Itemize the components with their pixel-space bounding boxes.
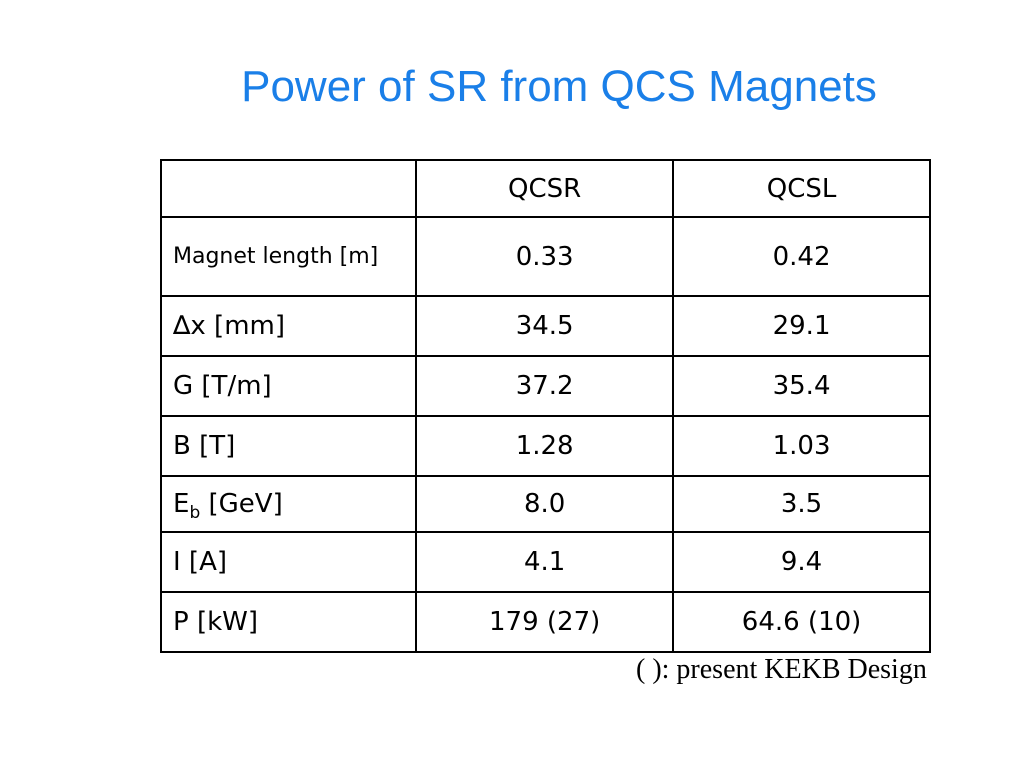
cell-qcsr: 1.28 — [415, 415, 675, 477]
row-label-beam-energy: Eb [GeV] — [159, 475, 418, 533]
table-row: Magnet length [m] 0.33 0.42 — [159, 216, 931, 297]
qcs-power-table: QCSR QCSL Magnet length [m] 0.33 0.42 ∆x… — [159, 159, 931, 653]
cell-qcsr: 179 (27) — [415, 591, 675, 653]
row-label-current: I [A] — [159, 531, 418, 593]
row-label-delta-x: ∆x [mm] — [159, 295, 418, 357]
row-label-magnet-length: Magnet length [m] — [159, 216, 418, 297]
label-subscript: b — [189, 503, 201, 523]
table-row: I [A] 4.1 9.4 — [159, 531, 931, 593]
cell-qcsl: 29.1 — [672, 295, 931, 357]
table-row: G [T/m] 37.2 35.4 — [159, 355, 931, 417]
row-label-gradient: G [T/m] — [159, 355, 418, 417]
table-row: P [kW] 179 (27) 64.6 (10) — [159, 591, 931, 653]
cell-qcsr: 37.2 — [415, 355, 675, 417]
header-qcsl: QCSL — [672, 159, 931, 218]
cell-qcsr: 0.33 — [415, 216, 675, 297]
table-row: B [T] 1.28 1.03 — [159, 415, 931, 477]
table-row: Eb [GeV] 8.0 3.5 — [159, 475, 931, 533]
cell-qcsl: 3.5 — [672, 475, 931, 533]
label-main: E — [173, 489, 190, 519]
slide-title: Power of SR from QCS Magnets — [241, 62, 877, 111]
table-row: ∆x [mm] 34.5 29.1 — [159, 295, 931, 357]
cell-qcsl: 1.03 — [672, 415, 931, 477]
header-qcsr: QCSR — [415, 159, 675, 218]
cell-qcsr: 34.5 — [415, 295, 675, 357]
row-label-field: B [T] — [159, 415, 418, 477]
table-header-row: QCSR QCSL — [159, 159, 931, 218]
cell-qcsl: 64.6 (10) — [672, 591, 931, 653]
cell-qcsl: 35.4 — [672, 355, 931, 417]
footnote: ( ): present KEKB Design — [636, 654, 927, 685]
cell-qcsr: 4.1 — [415, 531, 675, 593]
row-label-power: P [kW] — [159, 591, 418, 653]
cell-qcsl: 0.42 — [672, 216, 931, 297]
cell-qcsl: 9.4 — [672, 531, 931, 593]
cell-qcsr: 8.0 — [415, 475, 675, 533]
header-empty-cell — [159, 159, 418, 218]
label-unit: [GeV] — [200, 489, 283, 519]
